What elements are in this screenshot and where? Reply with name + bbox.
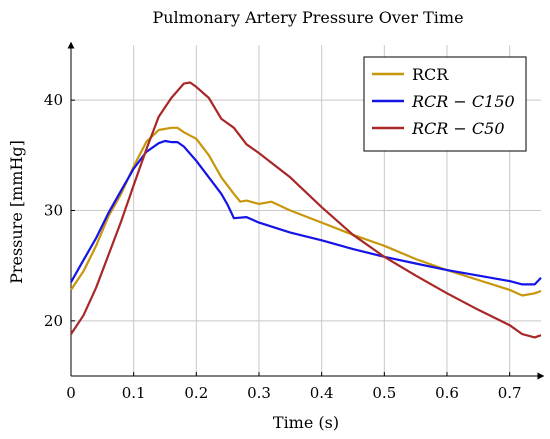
legend-label: RCR: [412, 65, 449, 84]
series-line: [70, 139, 542, 286]
legend-box: [363, 56, 527, 152]
legend: RCR RCR − C150 RCR − C50: [363, 56, 527, 152]
axes: [67, 41, 545, 380]
x-tick-label: 0.3: [247, 384, 271, 402]
tick-labels: 0 0.1 0.2 0.3 0.4 0.5 0.6 0.7 20 30 40: [44, 91, 522, 402]
series-line: [70, 81, 542, 339]
x-tick-label: 0.2: [184, 384, 208, 402]
series-line: [70, 126, 542, 297]
x-tick-label: 0.5: [372, 384, 396, 402]
y-axis-label: Pressure [mmHg]: [7, 140, 26, 284]
x-tick-label: 0.1: [122, 384, 146, 402]
x-axis-label: Time (s): [273, 413, 339, 432]
x-tick-label: 0: [66, 384, 76, 402]
series-lines: [70, 81, 542, 339]
chart-title: Pulmonary Artery Pressure Over Time: [152, 8, 463, 27]
x-tick-label: 0.4: [310, 384, 334, 402]
y-tick-label: 40: [44, 91, 63, 109]
y-tick-label: 30: [44, 202, 63, 220]
legend-label: RCR − C50: [411, 119, 505, 138]
legend-label: RCR − C150: [411, 92, 515, 111]
y-tick-label: 20: [44, 312, 63, 330]
x-tick-label: 0.6: [435, 384, 459, 402]
x-tick-label: 0.7: [498, 384, 522, 402]
